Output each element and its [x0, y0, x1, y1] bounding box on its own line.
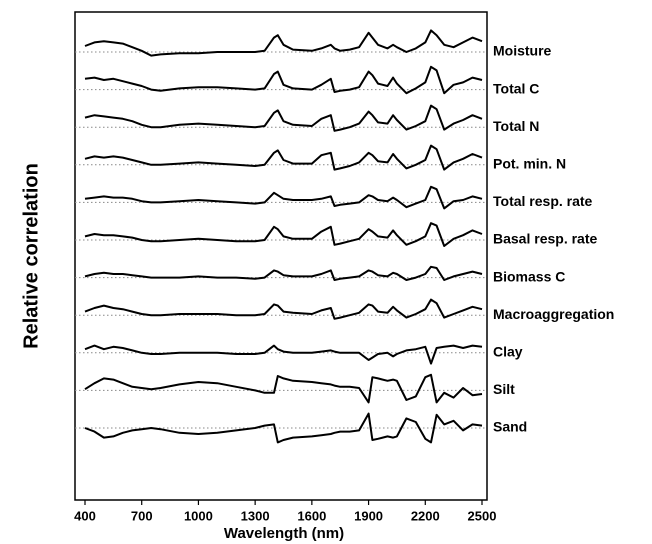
x-tick-label: 400 [74, 508, 96, 523]
series-line [84, 373, 483, 404]
x-tick-label: 2200 [411, 508, 440, 523]
series-line [84, 298, 483, 320]
series-label: Pot. min. N [493, 156, 566, 172]
x-tick-label: 1300 [241, 508, 270, 523]
series-line [84, 265, 483, 281]
x-tick-label: 1600 [297, 508, 326, 523]
series-line [84, 344, 483, 365]
x-tick-label: 1000 [184, 508, 213, 523]
series-line [84, 144, 483, 171]
series-line [84, 222, 483, 247]
x-axis-label: Wavelength (nm) [224, 525, 344, 542]
series-label: Sand [493, 419, 527, 435]
series-label: Silt [493, 381, 515, 397]
series-line [84, 104, 483, 132]
series-label: Moisture [493, 43, 552, 59]
series-label: Clay [493, 344, 523, 360]
x-tick-label: 1900 [354, 508, 383, 523]
series-label: Biomass C [493, 268, 565, 284]
plot-frame [74, 11, 488, 501]
series-line [84, 29, 483, 57]
series-label: Total resp. rate [493, 193, 593, 209]
y-axis-label: Relative correlation [20, 163, 42, 349]
series-label: Total C [493, 80, 539, 96]
series-line [84, 412, 483, 444]
series-label: Total N [493, 118, 539, 134]
series-label: Macroaggregation [493, 306, 614, 322]
series-line [84, 65, 483, 95]
x-tick-label: 700 [131, 508, 153, 523]
series-label: Basal resp. rate [493, 231, 597, 247]
series-line [84, 185, 483, 210]
x-tick-label: 2500 [468, 508, 497, 523]
